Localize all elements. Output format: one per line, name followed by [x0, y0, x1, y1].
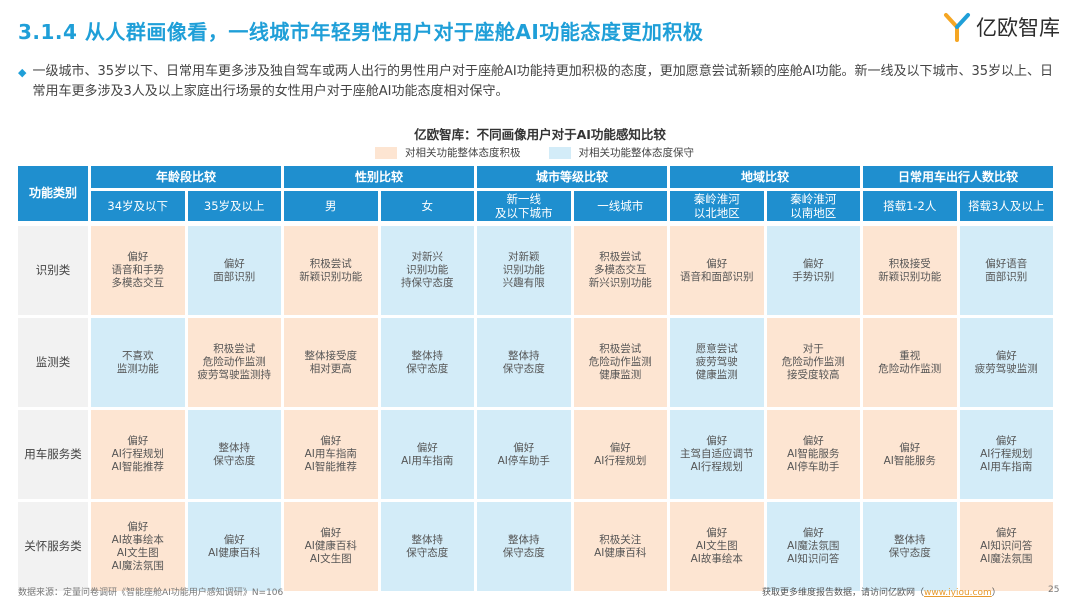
column-header: 男	[284, 191, 378, 221]
table-cell: 偏好 AI魔法氛围 AI知识问答	[766, 502, 860, 591]
table-cell: 积极尝试 危险动作监测 健康监测	[573, 318, 667, 407]
chart-title: 亿欧智库：不同画像用户对于AI功能感知比较	[414, 127, 666, 142]
category-label: 关怀服务类	[18, 502, 88, 591]
group-header: 地域比较	[670, 166, 860, 188]
table-cell: 积极接受 新颖识别功能	[863, 226, 957, 315]
table-cell: 积极尝试 多模态交互 新兴识别功能	[573, 226, 667, 315]
table-cell: 偏好语音 面部识别	[959, 226, 1053, 315]
table-cell: 偏好 AI用车指南 AI智能推荐	[284, 410, 378, 499]
footer-more-suffix: ）	[991, 588, 1001, 598]
table-cell: 积极尝试 新颖识别功能	[284, 226, 378, 315]
group-header: 性别比较	[284, 166, 474, 188]
legend-positive-swatch	[375, 146, 397, 159]
legend-positive-label: 对相关功能整体态度积极	[405, 147, 521, 159]
column-header: 搭载3人及以上	[959, 191, 1053, 221]
column-header: 新一线 及以下城市	[477, 191, 571, 221]
diamond-bullet-icon: ◆	[18, 66, 27, 79]
legend-conservative-label: 对相关功能整体态度保守	[578, 147, 695, 159]
legend: 对相关功能整体态度积极 对相关功能整体态度保守	[375, 145, 694, 160]
table-cell: 偏好 疲劳驾驶监测	[959, 318, 1053, 407]
table-cell: 偏好 AI智能服务 AI停车助手	[766, 410, 860, 499]
table-cell: 积极关注 AI健康百科	[573, 502, 667, 591]
group-header: 城市等级比较	[477, 166, 667, 188]
table-cell: 对新颖 识别功能 兴趣有限	[477, 226, 571, 315]
column-header: 女	[380, 191, 474, 221]
table-cell: 偏好 AI行程规划	[573, 410, 667, 499]
group-header: 日常用车出行人数比较	[863, 166, 1053, 188]
table-cell: 愿意尝试 疲劳驾驶 健康监测	[670, 318, 764, 407]
category-label: 识别类	[18, 226, 88, 315]
column-header: 35岁及以上	[187, 191, 281, 221]
table-cell: 整体接受度 相对更高	[284, 318, 378, 407]
column-header: 一线城市	[573, 191, 667, 221]
legend-positive: 对相关功能整体态度积极	[375, 145, 521, 160]
column-header: 搭载1-2人	[863, 191, 957, 221]
table-cell: 偏好 AI健康百科 AI文生图	[284, 502, 378, 591]
logo-text: 亿欧智库	[976, 16, 1060, 40]
table-cell: 整体持 保守态度	[187, 410, 281, 499]
table-cell: 整体持 保守态度	[380, 318, 474, 407]
page-number: 25	[1048, 585, 1060, 595]
table-cell: 偏好 AI智能服务	[863, 410, 957, 499]
table-cell: 偏好 语音和面部识别	[670, 226, 764, 315]
footer-more-prefix: 获取更多维度报告数据，请访问亿欧网（	[762, 588, 925, 598]
column-header: 秦岭淮河 以南地区	[766, 191, 860, 221]
row-header-label: 功能类别	[18, 166, 88, 221]
summary-paragraph: ◆ 一级城市、35岁以下、日常用车更多涉及独自驾车或两人出行的男性用户对于座舱A…	[18, 62, 1063, 102]
table-cell: 偏好 AI行程规划 AI智能推荐	[91, 410, 185, 499]
table-cell: 对于 危险动作监测 接受度较高	[766, 318, 860, 407]
table-cell: 偏好 AI行程规划 AI用车指南	[959, 410, 1053, 499]
footer-more-info: 获取更多维度报告数据，请访问亿欧网（www.iyiou.com）	[762, 585, 1001, 598]
table-cell: 整体持 保守态度	[477, 318, 571, 407]
yiou-logo-icon	[942, 12, 972, 42]
category-label: 用车服务类	[18, 410, 88, 499]
table-cell: 偏好 AI用车指南	[380, 410, 474, 499]
table-cell: 不喜欢 监测功能	[91, 318, 185, 407]
table-cell: 偏好 手势识别	[766, 226, 860, 315]
table-cell: 偏好 主驾自适应调节 AI行程规划	[670, 410, 764, 499]
category-label: 监测类	[18, 318, 88, 407]
table-cell: 偏好 AI故事绘本 AI文生图 AI魔法氛围	[91, 502, 185, 591]
table-cell: 偏好 AI知识问答 AI魔法氛围	[959, 502, 1053, 591]
table-cell: 对新兴 识别功能 持保守态度	[380, 226, 474, 315]
page-title: 3.1.4 从人群画像看，一线城市年轻男性用户对于座舱AI功能态度更加积极	[18, 20, 704, 44]
table-cell: 整体持 保守态度	[380, 502, 474, 591]
table-cell: 整体持 保守态度	[863, 502, 957, 591]
brand-logo: 亿欧智库	[942, 12, 1060, 42]
table-cell: 积极尝试 危险动作监测 疲劳驾驶监测持	[187, 318, 281, 407]
legend-conservative: 对相关功能整体态度保守	[548, 145, 695, 160]
legend-conservative-swatch	[548, 146, 571, 159]
footer-website-link[interactable]: www.iyiou.com	[924, 588, 992, 598]
table-cell: 偏好 AI停车助手	[477, 410, 571, 499]
table-cell: 整体持 保守态度	[477, 502, 571, 591]
column-header: 秦岭淮河 以北地区	[670, 191, 764, 221]
table-cell: 重视 危险动作监测	[863, 318, 957, 407]
table-cell: 偏好 语音和手势 多模态交互	[91, 226, 185, 315]
column-header: 34岁及以下	[91, 191, 185, 221]
group-header: 年龄段比较	[91, 166, 281, 188]
data-source: 数据来源：定量问卷调研《智能座舱AI功能用户感知调研》N=106	[18, 588, 284, 598]
table-cell: 偏好 面部识别	[187, 226, 281, 315]
table-cell: 偏好 AI文生图 AI故事绘本	[670, 502, 764, 591]
table-cell: 偏好 AI健康百科	[187, 502, 281, 591]
summary-text: 一级城市、35岁以下、日常用车更多涉及独自驾车或两人出行的男性用户对于座舱AI功…	[32, 64, 1054, 99]
